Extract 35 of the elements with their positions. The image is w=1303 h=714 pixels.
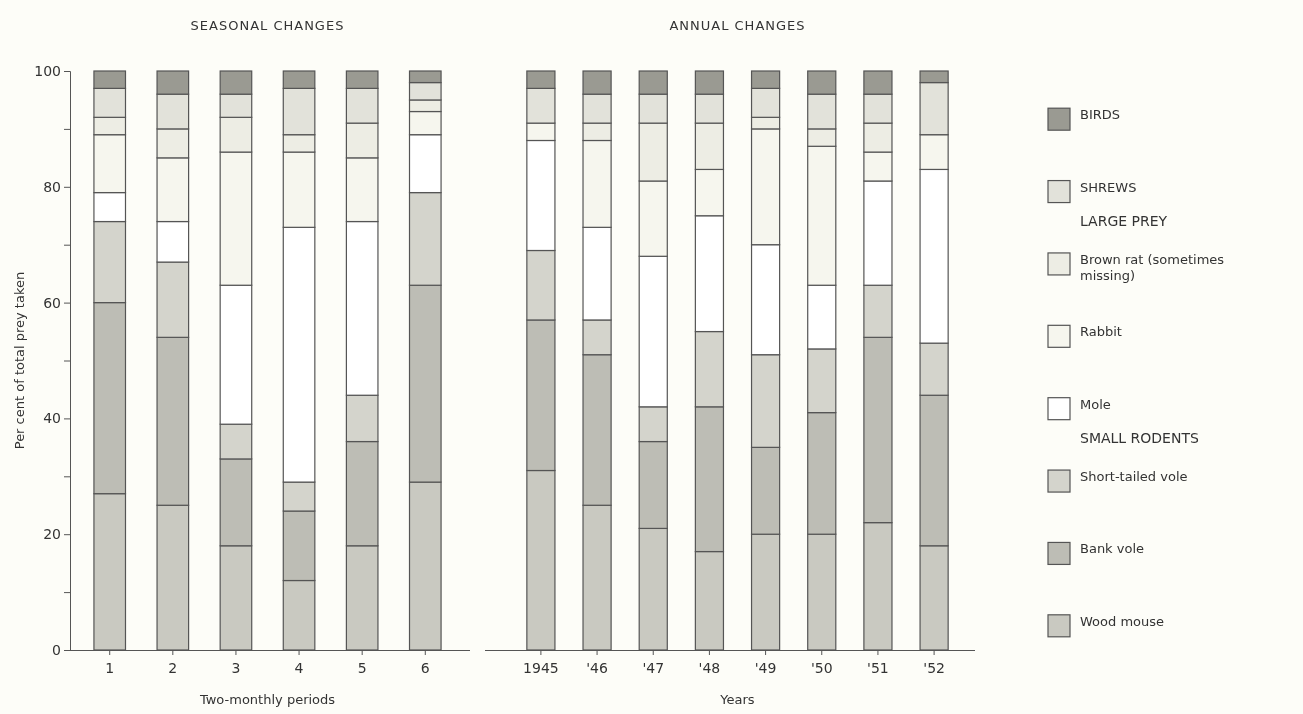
y-axis-title: Per cent of total prey taken	[12, 271, 27, 450]
y-tick-label: 0	[52, 641, 61, 658]
legend-label: Short-tailed vole	[1080, 469, 1188, 485]
x-tick-label: 2	[168, 660, 178, 677]
y-tick-label: 40	[43, 410, 61, 427]
y-tick-label: 80	[43, 178, 61, 195]
legend-label: Rabbit	[1080, 324, 1122, 340]
text: LARGE PREY	[1080, 212, 1169, 229]
x-axis-title: Years	[719, 692, 755, 707]
text: SMALL RODENTS	[1080, 429, 1200, 446]
legend-label: BIRDS	[1080, 107, 1121, 123]
x-tick-label: 6	[420, 660, 430, 677]
x-tick-label: 4	[294, 660, 304, 677]
x-tick-label: '48	[698, 660, 721, 677]
x-tick-label: 1	[105, 660, 115, 677]
x-tick-label: 1945	[523, 660, 559, 677]
x-tick-label: '47	[642, 660, 665, 677]
x-tick-label: '52	[923, 660, 945, 677]
legend-label: Mole	[1080, 396, 1111, 412]
x-tick-label: '50	[810, 660, 833, 677]
chart-title: SEASONAL CHANGES	[190, 18, 345, 33]
y-tick-label: 100	[34, 62, 61, 79]
x-tick-label: '49	[754, 660, 777, 677]
x-tick-label: 5	[357, 660, 367, 677]
chart-title: ANNUAL CHANGES	[669, 18, 806, 33]
x-axis-title: Two-monthly periods	[198, 692, 336, 707]
x-tick-label: 3	[231, 660, 241, 677]
legend-label: Bank vole	[1080, 541, 1145, 557]
legend-label: Brown rat (sometimes missing)	[1080, 251, 1225, 283]
x-tick-label: '46	[586, 660, 608, 677]
y-tick-label: 60	[43, 294, 61, 311]
legend-label: SHREWS	[1080, 179, 1137, 195]
legend-label: Wood mouse	[1080, 613, 1165, 629]
x-tick-label: '51	[867, 660, 889, 677]
y-tick-label: 20	[43, 526, 61, 543]
